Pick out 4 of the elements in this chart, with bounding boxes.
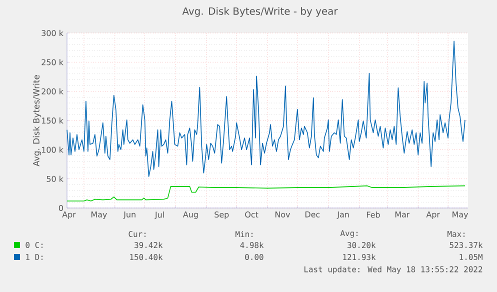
chart-title: Avg. Disk Bytes/Write - by year bbox=[182, 7, 338, 17]
line-series bbox=[66, 185, 466, 202]
y-axis-title: Avg. Disk Bytes/Write bbox=[32, 75, 42, 166]
line-series bbox=[66, 40, 466, 177]
